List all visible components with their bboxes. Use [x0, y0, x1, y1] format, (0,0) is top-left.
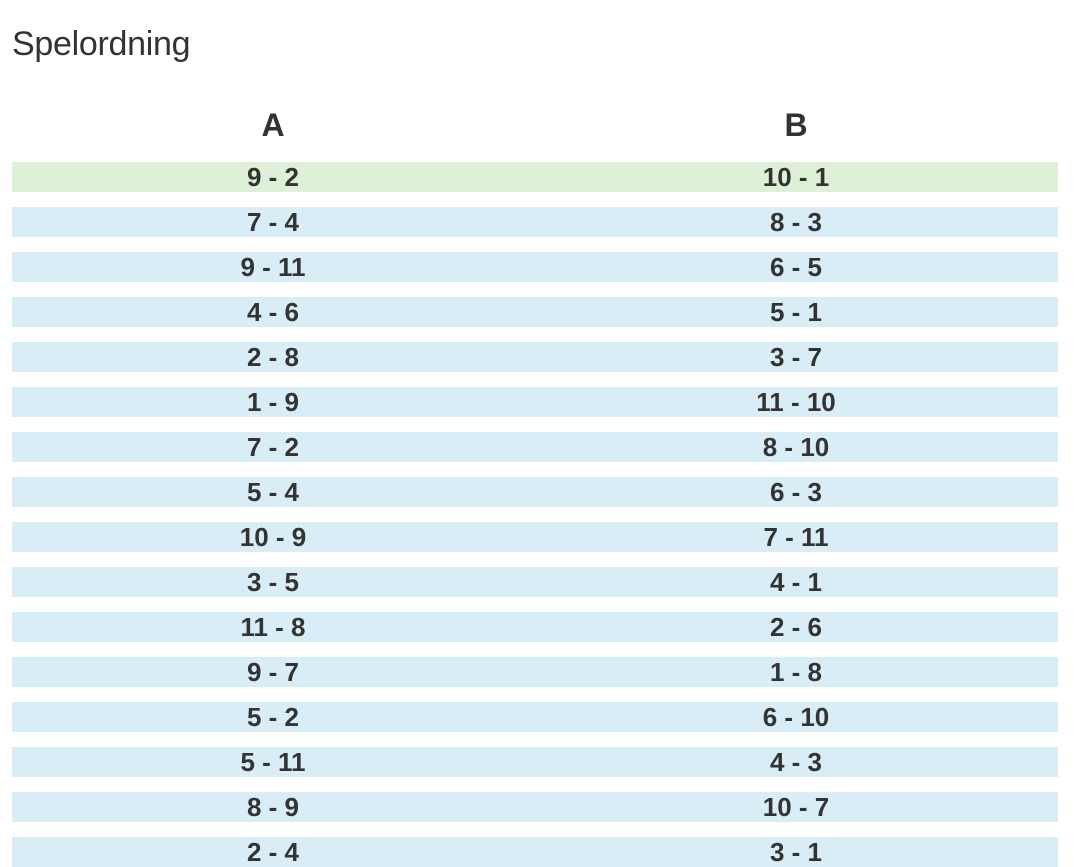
match-cell-a: 2 - 8	[12, 327, 534, 372]
table-row: 5 - 11 4 - 3	[12, 732, 1058, 777]
header-spacer-cell	[12, 150, 1058, 162]
table-row: 9 - 11 6 - 5	[12, 237, 1058, 282]
column-header-b: B	[784, 107, 808, 143]
match-cell-a: 7 - 4	[12, 192, 534, 237]
match-cell-b: 10 - 1	[534, 162, 1058, 192]
match-cell-a: 11 - 8	[12, 597, 534, 642]
match-cell-a: 3 - 5	[12, 552, 534, 597]
match-cell-a: 5 - 2	[12, 687, 534, 732]
match-cell-a: 1 - 9	[12, 372, 534, 417]
match-cell-a: 9 - 2	[12, 162, 534, 192]
table-row: 8 - 9 10 - 7	[12, 777, 1058, 822]
match-cell-a: 9 - 11	[12, 237, 534, 282]
match-cell-a: 8 - 9	[12, 777, 534, 822]
header-row: A B	[12, 100, 1058, 150]
match-cell-a: 4 - 6	[12, 282, 534, 327]
match-cell-a: 10 - 9	[12, 507, 534, 552]
match-cell-b: 8 - 3	[534, 192, 1058, 237]
match-cell-b: 2 - 6	[534, 597, 1058, 642]
match-cell-b: 3 - 7	[534, 327, 1058, 372]
page-title: Spelordning	[12, 25, 191, 63]
match-cell-b: 3 - 1	[534, 822, 1058, 867]
match-cell-a: 5 - 11	[12, 732, 534, 777]
match-cell-b: 4 - 1	[534, 552, 1058, 597]
match-cell-b: 7 - 11	[534, 507, 1058, 552]
schedule-table-header: A B	[12, 100, 1058, 150]
table-row: 9 - 2 10 - 1	[12, 162, 1058, 192]
match-cell-b: 6 - 10	[534, 687, 1058, 732]
table-row: 1 - 9 11 - 10	[12, 372, 1058, 417]
column-header-a: A	[261, 107, 285, 143]
match-cell-a: 2 - 4	[12, 822, 534, 867]
match-cell-a: 7 - 2	[12, 417, 534, 462]
match-cell-a: 9 - 7	[12, 642, 534, 687]
match-cell-b: 1 - 8	[534, 642, 1058, 687]
match-cell-b: 4 - 3	[534, 732, 1058, 777]
match-cell-b: 6 - 3	[534, 462, 1058, 507]
match-cell-a: 5 - 4	[12, 462, 534, 507]
match-cell-b: 10 - 7	[534, 777, 1058, 822]
match-cell-b: 6 - 5	[534, 237, 1058, 282]
header-spacer	[12, 150, 1058, 162]
match-cell-b: 11 - 10	[534, 372, 1058, 417]
match-cell-b: 5 - 1	[534, 282, 1058, 327]
match-cell-b: 8 - 10	[534, 417, 1058, 462]
